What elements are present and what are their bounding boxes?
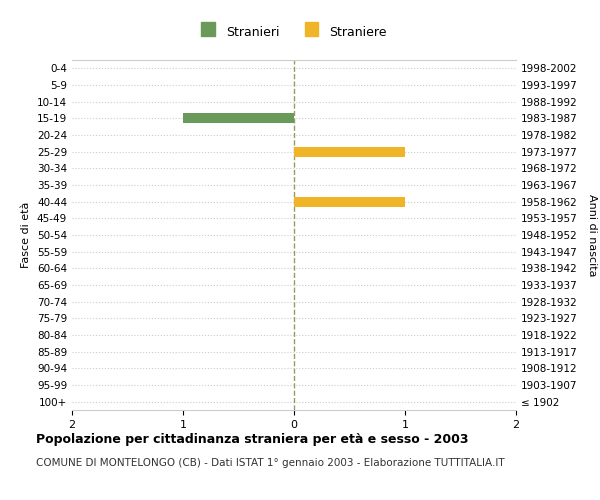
Y-axis label: Anni di nascita: Anni di nascita [587,194,597,276]
Bar [183,114,294,124]
Text: Popolazione per cittadinanza straniera per età e sesso - 2003: Popolazione per cittadinanza straniera p… [36,432,469,446]
Bar [294,196,405,206]
Y-axis label: Fasce di età: Fasce di età [22,202,31,268]
Legend: Stranieri, Straniere: Stranieri, Straniere [196,21,392,44]
Bar [294,146,405,156]
Text: COMUNE DI MONTELONGO (CB) - Dati ISTAT 1° gennaio 2003 - Elaborazione TUTTITALIA: COMUNE DI MONTELONGO (CB) - Dati ISTAT 1… [36,458,505,468]
